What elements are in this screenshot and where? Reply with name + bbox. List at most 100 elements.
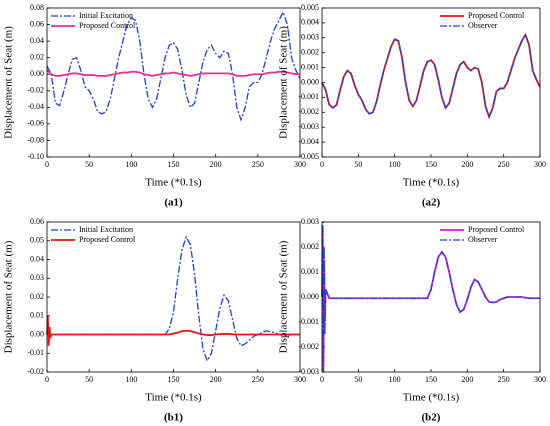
legend-label: Observer <box>468 235 498 244</box>
x-tick-label: 200 <box>461 160 473 169</box>
y-tick-label: -0.003 <box>298 122 319 131</box>
y-tick-label: 0.00 <box>30 329 44 338</box>
x-tick-label: 0 <box>320 375 324 384</box>
y-tick-label: -0.002 <box>298 107 319 116</box>
legend-label: Proposed Control <box>468 225 525 234</box>
x-tick-label: 50 <box>354 160 362 169</box>
plot-frame <box>321 221 541 373</box>
plot-frame <box>46 221 301 373</box>
y-tick-label: 0.003 <box>301 217 319 226</box>
x-tick-label: 250 <box>498 375 510 384</box>
y-tick-label: 0.00 <box>30 69 44 78</box>
x-tick-label: 150 <box>425 160 437 169</box>
y-tick-label: -0.06 <box>27 119 44 128</box>
series-line <box>46 69 300 77</box>
y-tick-label: -0.02 <box>27 86 44 95</box>
y-tick-label: -0.003 <box>298 367 319 376</box>
x-tick-label: 300 <box>534 375 546 384</box>
series-line <box>46 10 301 122</box>
chart-panel: -0.10 -0.08 -0.06 -0.04 -0.02 0.00 0.02 0.04 0.0… <box>3 3 306 209</box>
y-tick-label: -0.04 <box>27 102 44 111</box>
y-tick-label: 0.06 <box>30 217 44 226</box>
y-tick-label: -0.002 <box>298 342 319 351</box>
y-tick-label: 0.01 <box>30 311 44 320</box>
x-tick-label: 100 <box>389 160 401 169</box>
x-tick-label: 250 <box>252 160 264 169</box>
y-tick-label: -0.005 <box>298 152 319 161</box>
x-tick-label: 0 <box>320 160 324 169</box>
legend-label: Observer <box>468 21 498 30</box>
x-tick-label: 100 <box>389 375 401 384</box>
chart-panel: -0.02 -0.01 0.00 0.01 0.02 0.03 0.04 0.05 0.06 0 5… <box>3 217 306 424</box>
panel-caption: (b2) <box>422 412 441 424</box>
y-tick-label: -0.01 <box>27 348 44 357</box>
series-line <box>321 221 540 373</box>
x-tick-label: 300 <box>294 375 306 384</box>
plot-frame <box>321 7 541 158</box>
x-tick-label: 300 <box>294 160 306 169</box>
series-line <box>46 315 300 346</box>
x-axis-label: Time (*0.1s) <box>403 392 460 404</box>
y-tick-label: -0.001 <box>298 317 319 326</box>
chart-panel: -0.005 -0.004 -0.003 -0.002 -0.001 0.000 0.001… <box>278 3 546 209</box>
series-line <box>321 32 541 120</box>
y-tick-label: 0.004 <box>301 18 319 27</box>
x-tick-label: 50 <box>354 375 362 384</box>
y-tick-label: -0.004 <box>298 137 319 146</box>
y-tick-label: 0.000 <box>301 292 319 301</box>
y-tick-label: 0.03 <box>30 273 44 282</box>
y-tick-label: 0.08 <box>30 3 44 12</box>
x-tick-label: 250 <box>252 375 264 384</box>
legend-label: Initial Excitation <box>79 225 133 234</box>
panel-caption: (b1) <box>164 412 183 424</box>
legend-label: Proposed Control <box>79 235 136 244</box>
plot-frame <box>46 7 301 158</box>
y-tick-label: 0.06 <box>30 19 44 28</box>
y-tick-label: 0.001 <box>301 267 319 276</box>
y-axis-label: Displacement of Seat (m) <box>278 26 290 139</box>
y-tick-label: 0.003 <box>301 33 319 42</box>
x-tick-label: 200 <box>210 160 222 169</box>
y-tick-label: 0.000 <box>301 77 319 86</box>
x-tick-label: 250 <box>498 160 510 169</box>
series-line <box>321 33 541 119</box>
y-tick-label: 0.04 <box>30 36 44 45</box>
series-line <box>47 235 300 363</box>
x-tick-label: 0 <box>45 375 49 384</box>
x-tick-label: 150 <box>425 375 437 384</box>
x-axis-label: Time (*0.1s) <box>403 177 460 189</box>
y-axis-label: Displacement of Seat (m) <box>3 26 15 139</box>
panel-caption: (a1) <box>164 197 183 209</box>
x-tick-label: 200 <box>210 375 222 384</box>
y-tick-label: 0.005 <box>301 3 319 12</box>
x-axis-label: Time (*0.1s) <box>145 392 202 404</box>
x-tick-label: 300 <box>534 160 546 169</box>
x-tick-label: 200 <box>461 375 473 384</box>
y-axis-label: Displacement of Seat (m) <box>3 240 15 353</box>
x-tick-label: 100 <box>125 160 137 169</box>
y-tick-label: 0.002 <box>301 242 319 251</box>
y-axis-label: Displacement of Seat (m) <box>278 240 290 353</box>
y-tick-label: 0.001 <box>301 62 319 71</box>
x-tick-label: 150 <box>168 375 180 384</box>
y-tick-label: 0.002 <box>301 48 319 57</box>
x-tick-label: 0 <box>45 160 49 169</box>
x-tick-label: 50 <box>85 160 93 169</box>
chart-panel: -0.003 -0.002 -0.001 0.000 0.001 0.002 0.003 0 5… <box>278 217 546 424</box>
y-tick-label: -0.10 <box>27 152 44 161</box>
x-axis-label: Time (*0.1s) <box>145 177 202 189</box>
x-tick-label: 50 <box>85 375 93 384</box>
y-tick-label: 0.02 <box>30 52 44 61</box>
y-tick-label: -0.02 <box>27 367 44 376</box>
y-tick-label: 0.04 <box>30 254 44 263</box>
y-tick-label: 0.05 <box>30 236 44 245</box>
x-tick-label: 150 <box>168 160 180 169</box>
y-tick-label: -0.08 <box>27 135 44 144</box>
legend-label: Initial Excitation <box>79 11 133 20</box>
y-tick-label: 0.02 <box>30 292 44 301</box>
legend-label: Proposed Control <box>468 11 525 20</box>
y-tick-label: -0.001 <box>298 92 319 101</box>
x-tick-label: 100 <box>125 375 137 384</box>
panel-caption: (a2) <box>422 197 441 209</box>
